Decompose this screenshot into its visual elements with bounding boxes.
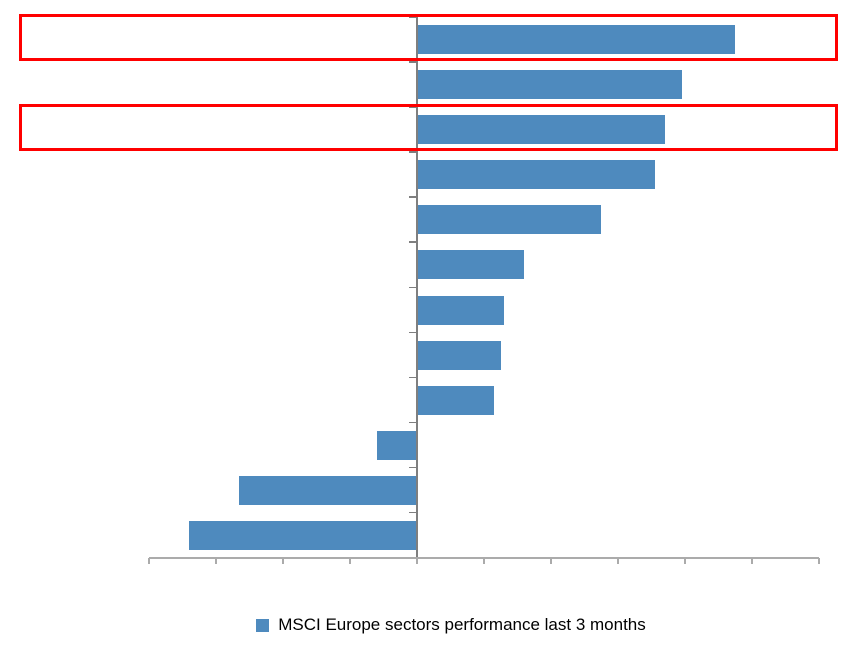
x-axis-tick <box>684 558 686 564</box>
bar-discretionary <box>239 475 417 505</box>
highlight-box-utilities <box>19 104 838 152</box>
x-axis-tick <box>148 558 150 564</box>
category-label-it <box>0 152 130 197</box>
x-axis-tick <box>349 558 351 564</box>
x-axis-tick <box>818 558 820 564</box>
category-tick <box>409 376 416 379</box>
category-label-discretionary <box>0 468 130 513</box>
x-axis-tick <box>751 558 753 564</box>
category-label-staples <box>0 378 130 423</box>
highlight-box-real-estate <box>19 14 838 62</box>
bar-materials <box>376 430 417 460</box>
legend: MSCI Europe sectors performance last 3 m… <box>25 611 852 639</box>
category-label-materials <box>0 423 130 468</box>
category-tick <box>409 241 416 243</box>
category-label-industrials <box>0 288 130 333</box>
x-axis-tick <box>483 558 485 564</box>
bar-energy <box>189 520 417 550</box>
x-axis-tick <box>282 558 284 564</box>
legend-swatch-icon <box>256 618 270 632</box>
zero-axis-line <box>416 17 418 558</box>
bar-telecoms <box>417 205 602 235</box>
category-label-telecoms <box>0 197 130 242</box>
category-tick <box>409 466 416 469</box>
bar-real-estate <box>417 25 736 55</box>
bar-financials <box>417 250 525 280</box>
category-label-energy <box>0 513 130 558</box>
bar-healthcare <box>417 70 682 100</box>
bar-utilities <box>417 115 665 145</box>
x-axis-tick <box>416 558 418 564</box>
category-label-healthcare <box>0 62 130 107</box>
category-tick <box>409 196 416 198</box>
category-tick <box>409 151 416 153</box>
category-label-europe <box>0 333 130 378</box>
category-tick <box>409 421 416 424</box>
category-tick <box>409 511 416 514</box>
x-axis-tick <box>215 558 217 564</box>
legend-label: MSCI Europe sectors performance last 3 m… <box>278 615 646 634</box>
category-label-financials <box>0 242 130 287</box>
bar-staples <box>417 385 495 415</box>
category-tick <box>409 331 416 334</box>
bar-industrials <box>417 295 505 325</box>
x-axis-tick <box>617 558 619 564</box>
category-tick <box>409 61 416 63</box>
x-axis-tick <box>550 558 552 564</box>
bar-it <box>417 160 655 190</box>
category-tick <box>409 286 416 288</box>
x-axis-line <box>149 557 819 559</box>
bar-europe <box>417 340 501 370</box>
